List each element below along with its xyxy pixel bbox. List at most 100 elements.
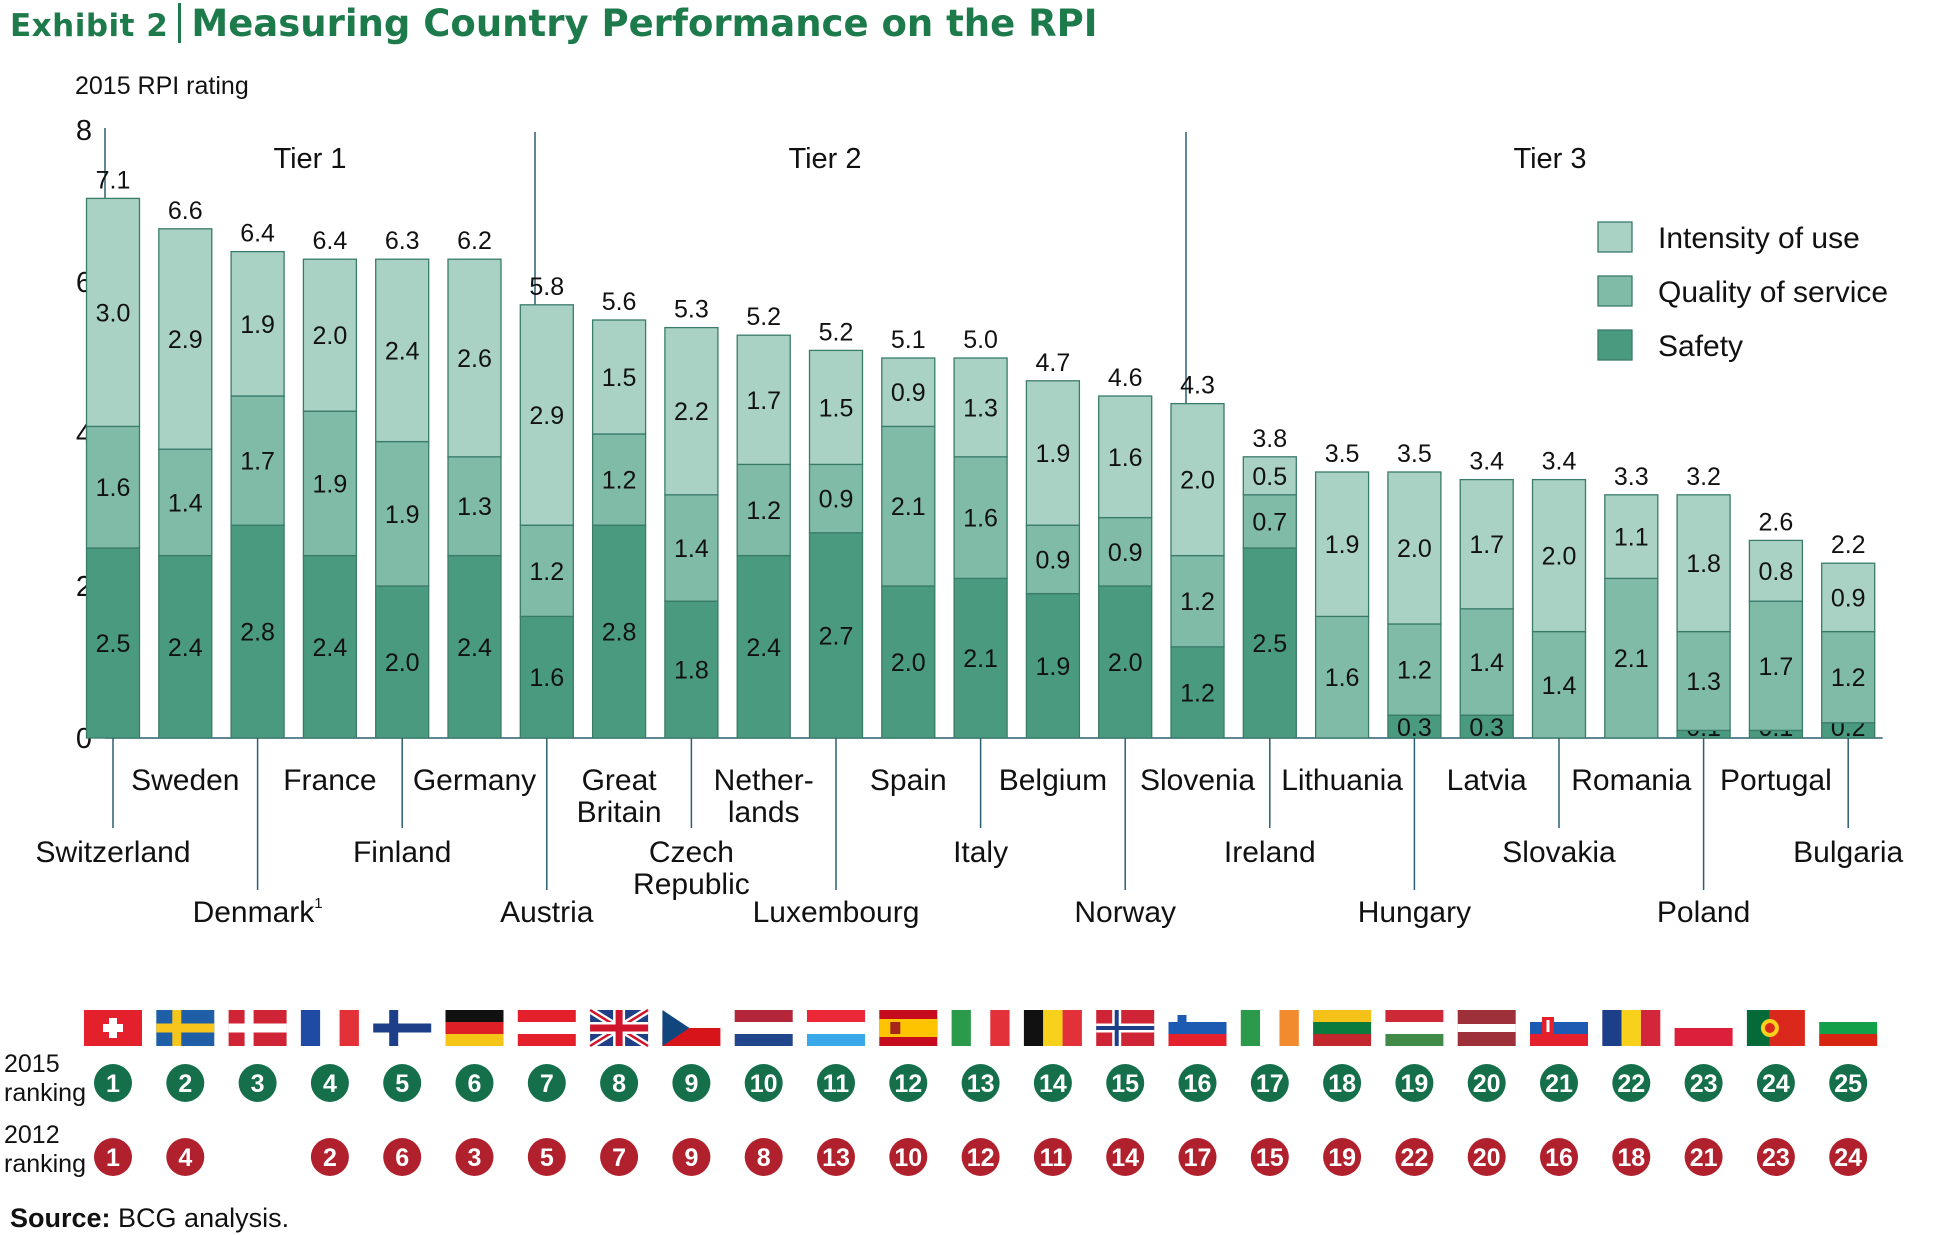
segment-value-label: 1.4 (168, 489, 203, 517)
rank-circle (600, 1064, 639, 1102)
rank-circle (1684, 1064, 1723, 1102)
flag-part (1279, 1010, 1299, 1046)
rank-circle (1323, 1138, 1362, 1176)
rank-number: 11 (823, 1070, 850, 1098)
bar-portugal: 0.11.70.82.6 (1748, 508, 1804, 742)
flag-portugal-icon (1746, 1010, 1805, 1046)
flag-part (300, 1010, 321, 1046)
flag-belgium-icon (1023, 1010, 1082, 1046)
rank-number: 20 (1473, 1144, 1501, 1172)
bar-segment-intensity-of-use (1821, 562, 1876, 633)
flag-part (990, 1010, 1010, 1046)
flag-part (1385, 1022, 1444, 1034)
rank-number: 7 (540, 1070, 554, 1098)
flag-part (1746, 1010, 1770, 1046)
rank-circle (1829, 1138, 1868, 1176)
rank-circle (455, 1138, 494, 1176)
flag-part (1062, 1010, 1082, 1046)
bar-segment-intensity-of-use (85, 197, 141, 428)
segment-value-label: 1.8 (1686, 550, 1721, 578)
segment-value-label: 2.0 (1108, 649, 1143, 677)
segment-value-label: 2.6 (457, 345, 492, 373)
bar-segment-quality-of-service (881, 425, 936, 587)
rank-2015-badge: 16 (1178, 1064, 1217, 1102)
bar-sweden: 2.4 1.4 2.9 6.6 (158, 197, 213, 739)
flag-poland-icon (1674, 1010, 1733, 1046)
bar-luxembourg: 2.7 0.9 1.5 5.2 (808, 318, 864, 739)
bar-germany: 2.4 1.3 2.6 6.2 (447, 227, 502, 739)
rank-2012-badge: 23 (1756, 1138, 1795, 1176)
rank-2015-badge: 2 (166, 1064, 205, 1102)
flag-part (373, 1023, 432, 1033)
legend-swatch (1597, 329, 1633, 361)
bar-segment-quality-of-service (447, 456, 502, 557)
rank-2012-badge: 20 (1467, 1138, 1506, 1176)
rank-circle (238, 1064, 277, 1102)
total-value-label: 3.5 (1325, 440, 1360, 468)
rank-2015-badge: 7 (527, 1064, 566, 1102)
total-value-label: 5.3 (674, 296, 709, 324)
rank-2012-badge: 7 (600, 1138, 639, 1176)
bar-segment-intensity-of-use (1676, 494, 1731, 633)
rank-number: 22 (1617, 1070, 1645, 1098)
rank-number: 18 (1328, 1070, 1356, 1098)
segment-value-label: 2.0 (1542, 543, 1577, 571)
flag-part (879, 1019, 938, 1037)
bar-segment-intensity-of-use (1314, 471, 1370, 618)
flag-part (1168, 1022, 1227, 1034)
flag-part (1260, 1010, 1280, 1046)
bar-ireland: 2.5 0.7 0.5 3.8 (1242, 425, 1297, 739)
bar-segment-quality-of-service (85, 425, 141, 549)
flag-part (1530, 1034, 1588, 1046)
total-value-label: 7.1 (96, 166, 131, 194)
rank-number: 15 (1256, 1144, 1284, 1172)
flag-part (320, 1010, 340, 1046)
flag-switzerland-icon (84, 1010, 142, 1046)
bar-segment-quality-of-service (1821, 630, 1876, 724)
rank-circle (94, 1138, 132, 1176)
rank-circle (166, 1064, 205, 1102)
flag-part (1674, 1028, 1733, 1046)
bar-segment-intensity-of-use (447, 258, 502, 458)
flag-spain-icon (879, 1010, 938, 1046)
bar-segment-safety (1098, 585, 1153, 739)
bar-segment-safety (447, 554, 502, 739)
flag-part (1313, 1010, 1372, 1022)
segment-value-label: 0.5 (1252, 463, 1287, 491)
country-label: Ireland (1224, 836, 1316, 869)
tier-label-1: Tier 1 (273, 143, 346, 175)
rank-circle (310, 1064, 349, 1102)
rank-circle (310, 1138, 349, 1176)
country-label: Spain (870, 764, 947, 797)
total-value-label: 4.7 (1036, 349, 1071, 377)
flag-latvia-icon (1457, 1010, 1516, 1046)
chart-title: Measuring Country Performance on the RPI (191, 2, 1098, 45)
country-label: Hungary (1358, 896, 1471, 929)
total-value-label: 6.3 (385, 227, 420, 255)
rank-circle (961, 1138, 1000, 1176)
segment-value-label: 1.9 (1036, 653, 1071, 681)
segment-value-label: 0.9 (891, 379, 926, 407)
segment-value-label: 1.6 (963, 505, 998, 533)
flag-part (156, 1023, 215, 1033)
flag-czech-republic-icon (662, 1010, 721, 1046)
segment-value-label: 1.2 (529, 558, 564, 586)
legend-swatch (1597, 221, 1633, 253)
rank-2015-badge: 1 (94, 1064, 132, 1102)
rank-2012-badge: 22 (1395, 1138, 1434, 1176)
segment-value-label: 0.9 (1108, 539, 1143, 567)
rank-number: 1 (106, 1144, 120, 1172)
segment-value-label: 2.5 (1252, 630, 1287, 658)
country-label: Slovenia (1140, 764, 1255, 797)
total-value-label: 5.2 (819, 318, 854, 346)
rank-number: 24 (1762, 1070, 1790, 1098)
rank-number: 17 (1184, 1144, 1212, 1172)
segment-value-label: 1.7 (240, 448, 275, 476)
footnote-marker: 1 (314, 895, 322, 912)
country-label: Luxembourg (753, 896, 920, 929)
rank-number: 21 (1545, 1070, 1573, 1098)
country-label: Republic (633, 868, 750, 901)
flag-part (445, 1010, 504, 1022)
total-value-label: 2.6 (1759, 508, 1794, 536)
